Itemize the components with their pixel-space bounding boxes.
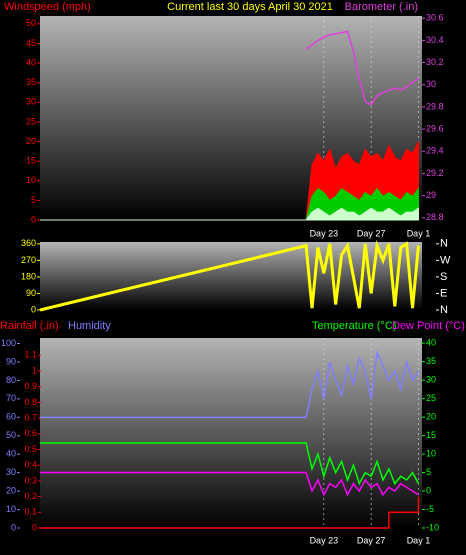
series-line	[40, 442, 420, 486]
y2-tick-label: 25	[426, 393, 436, 403]
y2-tick-label: 30.6	[426, 13, 444, 23]
series-label: Rainfall (.in)	[0, 320, 59, 332]
y-tick-label: 25	[26, 116, 36, 126]
y2-tick-label: -10	[426, 522, 439, 532]
y-tick-label: 45	[26, 38, 36, 48]
y2-tick-label: 30.4	[426, 35, 444, 45]
y-tick-label: 30	[26, 97, 36, 107]
y-tick-label: 360	[21, 238, 36, 248]
y2-tick-label: 29	[426, 190, 436, 200]
y3-tick-label: 60	[6, 412, 16, 422]
y2-tick-label: 28.8	[426, 212, 444, 222]
series-line	[40, 207, 419, 221]
y-tick-label: 0.3	[24, 475, 37, 485]
y3-tick-label: 10	[6, 504, 16, 514]
y2-tick-label: 20	[426, 411, 436, 421]
plot-area	[40, 338, 422, 528]
y2-tick-label: 30.2	[426, 57, 444, 67]
y3-tick-label: 80	[6, 375, 16, 385]
y2-tick-label: 35	[426, 356, 436, 366]
series-label: Barometer (.in)	[345, 1, 418, 13]
y3-tick-label: 50	[6, 430, 16, 440]
y3-tick-label: 90	[6, 356, 16, 366]
series-label: Windspeed (mph)	[4, 1, 91, 13]
y2-tick-label: 29.6	[426, 123, 444, 133]
y-tick-label: 0.4	[24, 460, 37, 470]
y-tick-label: 0.6	[24, 428, 37, 438]
series-line	[40, 471, 419, 497]
y2-tick-label: 40	[426, 338, 436, 348]
y2-tick-label: -5	[426, 504, 434, 514]
series-line	[39, 239, 420, 312]
series-label: Temperature (°C)	[312, 320, 396, 332]
y-tick-label: 0.7	[24, 412, 37, 422]
y-tick-label: 180	[21, 271, 36, 281]
chart-title: Current last 30 days April 30 2021	[167, 1, 333, 13]
y2-tick-label: 29.4	[426, 146, 444, 156]
y-tick-label: 0.8	[24, 397, 37, 407]
y-tick-label: 5	[31, 195, 36, 205]
y2-tick-label: 29.8	[426, 101, 444, 111]
y2-tick-label: 29.2	[426, 168, 444, 178]
y-tick-label: 90	[26, 288, 36, 298]
series-line	[40, 350, 420, 419]
y3-tick-label: 70	[6, 393, 16, 403]
y3-tick-label: 40	[6, 449, 16, 459]
y3-tick-label: 20	[6, 485, 16, 495]
y-tick-label: 10	[26, 175, 36, 185]
x-tick-label: Day 27	[357, 535, 386, 545]
y-tick-label: 0	[32, 522, 37, 532]
y-tick-label: 270	[21, 255, 36, 265]
y-tick-label: 0	[31, 214, 36, 224]
y2-tick-label: 0	[426, 485, 431, 495]
y-tick-label: 0.9	[24, 381, 37, 391]
y2-tick-label: 5	[426, 467, 431, 477]
x-tick-label: Day 1	[407, 228, 431, 238]
y-tick-label: 0.2	[24, 491, 37, 501]
y-tick-label: 0	[31, 304, 36, 314]
y2-tick-label: 30	[426, 375, 436, 385]
x-tick-label: Day 23	[310, 535, 339, 545]
y-tick-label: 40	[26, 57, 36, 67]
y-tick-label: 50	[26, 18, 36, 28]
y2-tick-label: S	[440, 271, 447, 283]
y3-tick-label: 100	[1, 338, 16, 348]
y2-tick-label: N	[440, 238, 448, 250]
x-tick-label: Day 23	[310, 228, 339, 238]
y-tick-label: 0.5	[24, 444, 37, 454]
series-label: Dew Point (°C)	[392, 320, 465, 332]
series-label: Humidity	[68, 320, 111, 332]
x-tick-label: Day 27	[357, 228, 386, 238]
y3-tick-label: 0	[11, 522, 16, 532]
x-tick-label: Day 1	[407, 535, 431, 545]
y2-tick-label: N	[440, 304, 448, 316]
series-line	[305, 30, 419, 106]
y-tick-label: 15	[26, 156, 36, 166]
y-tick-label: 1	[32, 365, 37, 375]
series-line	[40, 496, 420, 529]
y2-tick-label: 15	[426, 430, 436, 440]
y-tick-label: 35	[26, 77, 36, 87]
y-tick-label: 1.1	[24, 350, 37, 360]
y2-tick-label: 30	[426, 79, 436, 89]
y-tick-label: 20	[26, 136, 36, 146]
y2-tick-label: E	[440, 287, 447, 299]
y-tick-label: 0.1	[24, 507, 37, 517]
y2-tick-label: 10	[426, 448, 436, 458]
y2-tick-label: W	[440, 254, 451, 266]
y3-tick-label: 30	[6, 467, 16, 477]
